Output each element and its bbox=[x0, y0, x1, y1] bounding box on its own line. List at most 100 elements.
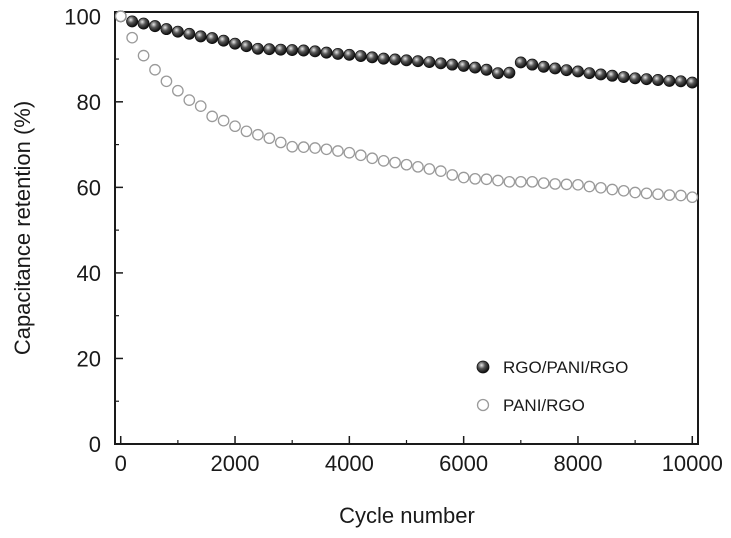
data-point bbox=[172, 84, 184, 97]
data-point bbox=[514, 175, 527, 188]
data-point bbox=[411, 55, 424, 68]
data-point bbox=[594, 68, 607, 81]
data-point bbox=[194, 100, 207, 112]
data-point bbox=[446, 58, 459, 71]
x-tick-label: 8000 bbox=[553, 451, 602, 476]
data-point bbox=[389, 156, 401, 169]
x-tick-label: 10000 bbox=[662, 451, 723, 476]
data-point bbox=[686, 191, 699, 204]
y-tick-label: 60 bbox=[77, 175, 101, 200]
data-point bbox=[126, 31, 138, 44]
data-point bbox=[617, 184, 630, 197]
data-point bbox=[663, 74, 676, 87]
data-point bbox=[537, 177, 550, 189]
data-point bbox=[514, 56, 527, 69]
data-point bbox=[114, 10, 127, 23]
data-point bbox=[549, 178, 561, 190]
data-point bbox=[183, 27, 196, 40]
data-point bbox=[171, 25, 184, 38]
data-point bbox=[149, 63, 161, 76]
data-point bbox=[526, 175, 539, 188]
x-tick-label: 0 bbox=[115, 451, 127, 476]
y-tick-label: 80 bbox=[77, 90, 101, 115]
data-point bbox=[320, 143, 333, 156]
x-axis-ticks: 0 2000 4000 6000 8000 10000 bbox=[115, 436, 723, 476]
data-point bbox=[251, 42, 264, 55]
data-point bbox=[274, 43, 287, 56]
data-point bbox=[332, 145, 344, 157]
data-point bbox=[137, 49, 150, 62]
data-point bbox=[675, 189, 687, 202]
data-point bbox=[652, 188, 664, 201]
y-tick-label: 20 bbox=[77, 346, 101, 371]
data-point bbox=[629, 186, 641, 199]
y-axis-title: Capacitance retention (%) bbox=[10, 101, 35, 355]
data-point bbox=[423, 163, 436, 175]
data-point bbox=[137, 17, 150, 30]
data-point bbox=[423, 56, 436, 68]
data-point bbox=[229, 120, 241, 133]
data-point bbox=[560, 64, 573, 77]
data-point bbox=[434, 165, 447, 177]
data-point bbox=[309, 45, 321, 58]
data-point bbox=[594, 181, 607, 194]
data-point bbox=[377, 52, 390, 65]
data-point bbox=[492, 67, 504, 80]
data-point bbox=[297, 141, 310, 154]
data-point bbox=[469, 172, 481, 185]
data-point bbox=[343, 48, 356, 61]
data-point bbox=[503, 175, 516, 188]
data-point bbox=[480, 63, 493, 76]
data-point bbox=[309, 142, 321, 154]
data-point bbox=[274, 136, 287, 149]
data-point bbox=[400, 158, 413, 171]
data-point bbox=[629, 72, 642, 85]
data-point bbox=[537, 60, 550, 73]
data-point bbox=[389, 53, 402, 66]
data-point bbox=[183, 94, 196, 106]
data-point bbox=[331, 47, 344, 60]
data-point bbox=[572, 178, 584, 191]
legend-marker-rgo-pani-rgo bbox=[476, 360, 490, 374]
data-series bbox=[114, 10, 699, 204]
data-point bbox=[126, 15, 139, 28]
data-point bbox=[217, 34, 230, 47]
x-tick-label: 4000 bbox=[325, 451, 374, 476]
data-point bbox=[572, 65, 584, 78]
data-point bbox=[606, 69, 619, 82]
data-point bbox=[240, 125, 253, 138]
y-tick-label: 100 bbox=[64, 4, 101, 29]
legend-marker-pani-rgo bbox=[476, 398, 490, 412]
data-point bbox=[297, 44, 310, 57]
data-point bbox=[354, 149, 367, 162]
data-point bbox=[457, 59, 470, 72]
data-point bbox=[469, 61, 482, 74]
data-point bbox=[206, 32, 219, 45]
data-point bbox=[446, 169, 459, 181]
data-point bbox=[263, 43, 276, 56]
data-point bbox=[617, 71, 630, 83]
data-point bbox=[286, 44, 299, 57]
data-point bbox=[377, 154, 390, 167]
data-point bbox=[560, 178, 573, 191]
y-tick-label: 40 bbox=[77, 261, 101, 286]
data-point bbox=[663, 189, 676, 201]
data-point bbox=[194, 30, 207, 43]
data-point bbox=[480, 173, 493, 186]
data-point bbox=[217, 114, 230, 127]
data-point bbox=[606, 183, 619, 196]
y-tick-label: 0 bbox=[89, 432, 101, 457]
data-point bbox=[549, 62, 562, 75]
x-tick-label: 6000 bbox=[439, 451, 488, 476]
data-point bbox=[583, 67, 596, 80]
data-point bbox=[492, 174, 504, 187]
data-point bbox=[149, 20, 161, 33]
legend-label-rgo-pani-rgo: RGO/PANI/RGO bbox=[503, 358, 628, 377]
legend: RGO/PANI/RGO PANI/RGO bbox=[476, 358, 628, 415]
data-point bbox=[366, 51, 379, 64]
data-point bbox=[640, 187, 653, 200]
data-point bbox=[503, 66, 516, 79]
data-point bbox=[412, 160, 424, 173]
y-axis-ticks: 0 20 40 60 80 100 bbox=[64, 4, 123, 457]
